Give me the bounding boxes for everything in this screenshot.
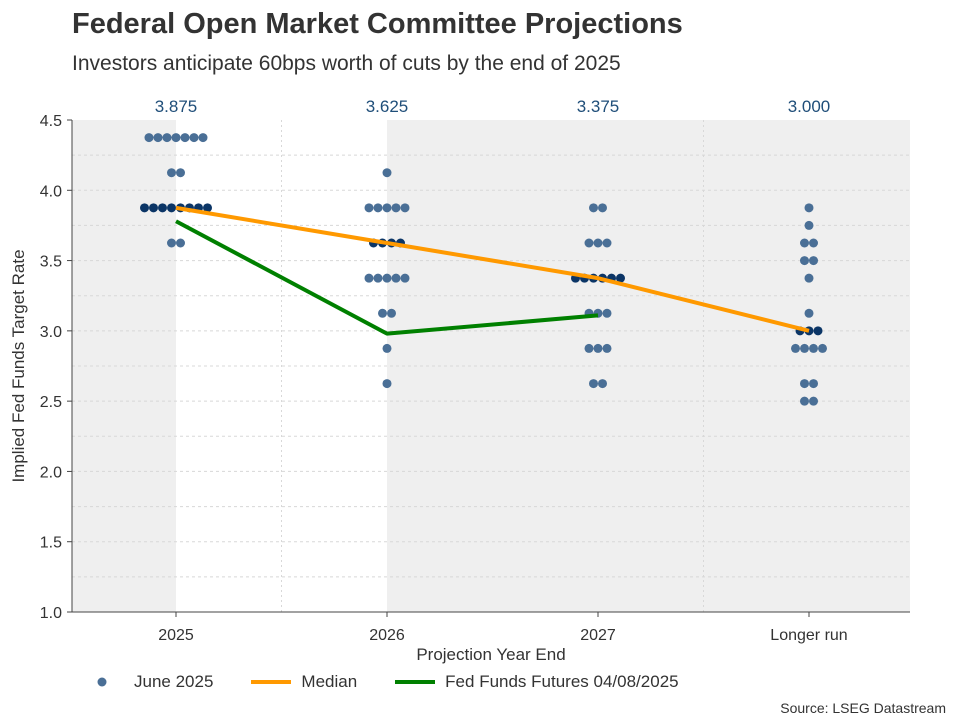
dot bbox=[602, 343, 612, 353]
dot bbox=[176, 238, 185, 248]
dot bbox=[804, 308, 814, 318]
dot bbox=[373, 203, 383, 213]
dot bbox=[598, 379, 607, 389]
band bbox=[72, 120, 176, 612]
dot bbox=[804, 203, 814, 213]
x-axis-label: Projection Year End bbox=[416, 645, 565, 664]
dot bbox=[391, 273, 401, 283]
futures-line bbox=[175, 219, 599, 336]
dot bbox=[593, 238, 603, 248]
dot bbox=[800, 238, 809, 248]
legend-label: Median bbox=[301, 672, 358, 691]
dot bbox=[616, 273, 625, 283]
dot bbox=[180, 133, 190, 143]
dot bbox=[804, 273, 814, 283]
median-line bbox=[175, 205, 810, 333]
dot bbox=[809, 238, 818, 248]
dot bbox=[382, 343, 392, 353]
dot bbox=[153, 133, 163, 143]
legend-item-futures: Fed Funds Futures 04/08/2025 bbox=[395, 672, 679, 692]
median-label: 3.000 bbox=[788, 97, 831, 116]
dot bbox=[167, 203, 176, 213]
dot bbox=[589, 379, 598, 389]
dot bbox=[382, 203, 392, 213]
dot bbox=[593, 343, 603, 353]
dot bbox=[804, 220, 814, 230]
dot bbox=[809, 396, 818, 406]
dot bbox=[809, 343, 818, 353]
y-axis-label: Implied Fed Funds Target Rate bbox=[9, 249, 28, 482]
x-tick-label: 2026 bbox=[369, 627, 405, 644]
dot bbox=[598, 203, 607, 213]
dot bbox=[158, 203, 167, 213]
dot bbox=[162, 133, 172, 143]
median-label: 3.375 bbox=[577, 97, 620, 116]
dot bbox=[818, 343, 827, 353]
legend-label: Fed Funds Futures 04/08/2025 bbox=[445, 672, 679, 691]
legend-median-swatch bbox=[251, 680, 292, 684]
y-tick-label: 1.5 bbox=[40, 535, 62, 552]
dot bbox=[378, 308, 387, 318]
dot bbox=[800, 379, 809, 389]
dot bbox=[140, 203, 149, 213]
x-tick-label: 2025 bbox=[158, 627, 194, 644]
dot bbox=[149, 203, 158, 213]
dot bbox=[584, 238, 594, 248]
legend-dot-swatch bbox=[97, 677, 107, 687]
dot bbox=[198, 133, 208, 143]
y-tick-label: 1.0 bbox=[40, 605, 62, 622]
legend-label: June 2025 bbox=[134, 672, 214, 691]
dot bbox=[813, 326, 823, 336]
dot bbox=[167, 238, 176, 248]
chart-subtitle: Investors anticipate 60bps worth of cuts… bbox=[72, 52, 621, 75]
chart-title: Federal Open Market Committee Projection… bbox=[72, 8, 683, 40]
y-tick-label: 3.5 bbox=[40, 254, 62, 271]
x-tick-label: Longer run bbox=[770, 627, 847, 644]
y-tick-label: 2.5 bbox=[40, 394, 62, 411]
dot bbox=[800, 256, 809, 266]
dot bbox=[387, 308, 396, 318]
dot bbox=[400, 203, 410, 213]
dot bbox=[203, 203, 212, 213]
dot bbox=[602, 308, 612, 318]
dot bbox=[382, 168, 392, 178]
y-tick-label: 4.0 bbox=[40, 183, 62, 200]
median-label: 3.625 bbox=[366, 97, 409, 116]
legend-item-dots: June 2025 bbox=[90, 672, 213, 692]
dot bbox=[791, 343, 800, 353]
dot bbox=[364, 203, 374, 213]
dot bbox=[809, 256, 818, 266]
dot bbox=[584, 343, 594, 353]
dot bbox=[176, 168, 185, 178]
dot bbox=[602, 238, 612, 248]
dot bbox=[373, 273, 383, 283]
dot bbox=[809, 379, 818, 389]
dot bbox=[171, 133, 181, 143]
legend: June 2025 Median Fed Funds Futures 04/08… bbox=[90, 672, 717, 692]
y-tick-label: 2.0 bbox=[40, 464, 62, 481]
dot bbox=[382, 273, 392, 283]
dot bbox=[167, 168, 176, 178]
dot bbox=[800, 396, 809, 406]
source-note: Source: LSEG Datastream bbox=[780, 700, 946, 716]
dot bbox=[800, 343, 809, 353]
legend-item-median: Median bbox=[251, 672, 357, 692]
dot bbox=[144, 133, 154, 143]
x-tick-label: 2027 bbox=[580, 627, 616, 644]
dot bbox=[391, 203, 401, 213]
y-tick-label: 3.0 bbox=[40, 324, 62, 341]
y-tick-label: 4.5 bbox=[40, 113, 62, 130]
dot bbox=[382, 379, 392, 389]
dot bbox=[189, 133, 199, 143]
dot bbox=[400, 273, 410, 283]
dot bbox=[364, 273, 374, 283]
median-label: 3.875 bbox=[155, 97, 198, 116]
dot bbox=[589, 203, 598, 213]
legend-futures-swatch bbox=[395, 680, 436, 684]
